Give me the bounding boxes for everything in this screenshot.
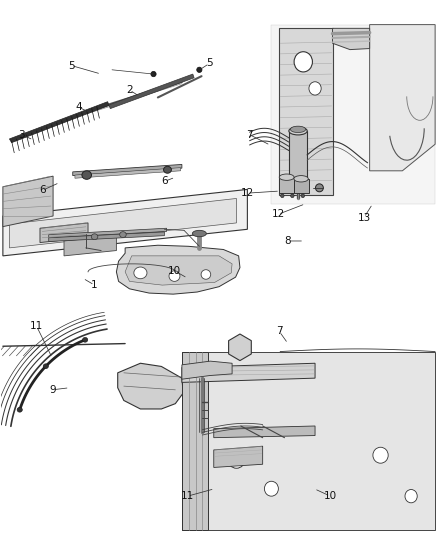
Polygon shape <box>279 177 294 193</box>
Polygon shape <box>182 352 435 530</box>
Text: 3: 3 <box>18 130 25 140</box>
Polygon shape <box>3 189 247 256</box>
Ellipse shape <box>201 270 211 279</box>
Text: 13: 13 <box>357 213 371 223</box>
Text: 11: 11 <box>30 321 43 331</box>
Polygon shape <box>294 179 308 193</box>
Ellipse shape <box>405 489 417 503</box>
Ellipse shape <box>197 67 202 72</box>
Text: 1: 1 <box>91 280 98 290</box>
Polygon shape <box>10 102 109 143</box>
Polygon shape <box>214 446 263 467</box>
Text: 4: 4 <box>75 102 82 112</box>
Ellipse shape <box>120 232 126 238</box>
Polygon shape <box>332 28 370 50</box>
Polygon shape <box>10 198 237 248</box>
Polygon shape <box>118 364 183 409</box>
Ellipse shape <box>290 126 306 133</box>
Ellipse shape <box>43 364 49 369</box>
Text: 12: 12 <box>271 209 285 220</box>
Ellipse shape <box>294 52 312 72</box>
Polygon shape <box>182 361 232 379</box>
Ellipse shape <box>294 175 308 182</box>
Polygon shape <box>109 74 194 109</box>
Text: 10: 10 <box>168 266 181 276</box>
Polygon shape <box>182 352 208 530</box>
Polygon shape <box>125 256 232 285</box>
Ellipse shape <box>82 337 88 342</box>
Polygon shape <box>3 176 53 227</box>
Ellipse shape <box>163 166 171 173</box>
Polygon shape <box>49 228 166 238</box>
Ellipse shape <box>17 407 22 412</box>
Text: 2: 2 <box>126 85 133 95</box>
Ellipse shape <box>301 194 304 198</box>
Ellipse shape <box>309 82 321 95</box>
Polygon shape <box>40 223 88 243</box>
Text: 6: 6 <box>161 176 168 187</box>
Text: 7: 7 <box>276 326 283 336</box>
Ellipse shape <box>281 194 284 198</box>
Ellipse shape <box>290 194 294 198</box>
Polygon shape <box>73 165 182 175</box>
Ellipse shape <box>91 234 98 240</box>
Ellipse shape <box>169 271 180 281</box>
Ellipse shape <box>265 481 279 496</box>
Polygon shape <box>64 236 117 256</box>
Polygon shape <box>182 364 315 382</box>
Polygon shape <box>75 167 180 178</box>
Ellipse shape <box>151 71 156 77</box>
Text: 9: 9 <box>49 385 56 395</box>
Text: 7: 7 <box>246 130 253 140</box>
Polygon shape <box>229 334 251 361</box>
Polygon shape <box>271 25 435 204</box>
Text: 12: 12 <box>241 188 254 198</box>
Polygon shape <box>49 232 164 241</box>
Polygon shape <box>117 245 240 294</box>
Polygon shape <box>279 28 332 195</box>
Ellipse shape <box>289 127 307 135</box>
Text: 6: 6 <box>39 185 46 196</box>
Ellipse shape <box>134 267 147 279</box>
Polygon shape <box>214 426 315 438</box>
Ellipse shape <box>289 182 307 190</box>
Text: 11: 11 <box>181 491 194 501</box>
Text: 8: 8 <box>285 236 291 246</box>
Ellipse shape <box>192 230 206 237</box>
Text: 5: 5 <box>68 61 75 70</box>
Ellipse shape <box>315 184 323 192</box>
Text: 10: 10 <box>324 491 337 501</box>
Ellipse shape <box>228 450 245 469</box>
Ellipse shape <box>279 174 294 180</box>
Polygon shape <box>370 25 435 171</box>
Text: 5: 5 <box>206 59 213 68</box>
Ellipse shape <box>82 171 92 179</box>
Ellipse shape <box>373 447 388 463</box>
Polygon shape <box>289 131 307 185</box>
